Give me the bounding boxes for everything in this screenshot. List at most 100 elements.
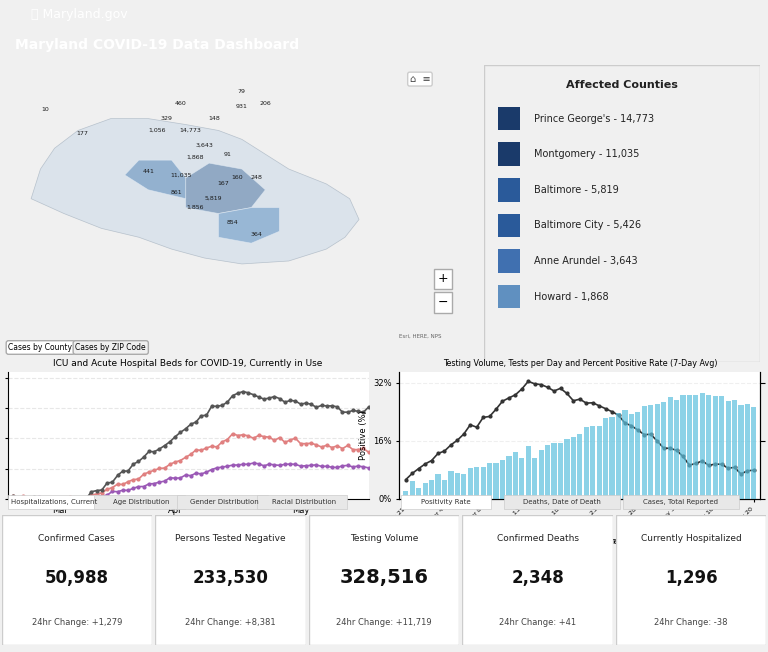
Bar	[403, 491, 409, 499]
Bar	[648, 404, 654, 499]
Text: 364: 364	[250, 232, 262, 237]
Text: 931: 931	[236, 104, 248, 110]
Text: 24hr Change: +11,719: 24hr Change: +11,719	[336, 617, 432, 627]
FancyBboxPatch shape	[309, 515, 459, 645]
Text: Positivity Rate: Positivity Rate	[422, 499, 471, 505]
Text: Confirmed Cases: Confirmed Cases	[38, 534, 115, 543]
FancyBboxPatch shape	[498, 142, 520, 166]
Text: Deaths, Date of Death: Deaths, Date of Death	[523, 499, 601, 505]
Text: Baltimore - 5,819: Baltimore - 5,819	[534, 185, 618, 195]
Y-axis label: Positive (%): Positive (%)	[359, 410, 368, 460]
Text: 206: 206	[260, 101, 271, 106]
FancyBboxPatch shape	[401, 495, 492, 509]
Text: 854: 854	[227, 220, 238, 225]
Legend: ICU Beds, Acute Beds, Total Beds: ICU Beds, Acute Beds, Total Beds	[89, 528, 287, 543]
FancyBboxPatch shape	[2, 515, 152, 645]
Text: 328,516: 328,516	[339, 568, 429, 587]
Bar	[603, 418, 608, 499]
Bar	[610, 417, 614, 499]
Text: 1,296: 1,296	[665, 569, 717, 587]
Bar	[538, 450, 544, 499]
Text: 2,348: 2,348	[511, 569, 564, 587]
Polygon shape	[218, 207, 280, 243]
Text: Anne Arundel - 3,643: Anne Arundel - 3,643	[534, 256, 637, 266]
Bar	[409, 481, 415, 499]
Text: 329: 329	[161, 116, 173, 121]
Text: 1,856: 1,856	[187, 205, 204, 210]
Bar	[494, 463, 498, 499]
Text: 5,819: 5,819	[205, 196, 223, 201]
Text: 861: 861	[170, 190, 182, 195]
Polygon shape	[124, 160, 186, 199]
Text: Esri, HERE, NPS: Esri, HERE, NPS	[399, 334, 441, 339]
Polygon shape	[186, 163, 266, 213]
Text: Montgomery - 11,035: Montgomery - 11,035	[534, 149, 639, 159]
Bar	[694, 395, 698, 499]
Text: Hospitalizations, Current: Hospitalizations, Current	[12, 499, 98, 505]
Bar	[435, 474, 441, 499]
FancyBboxPatch shape	[623, 495, 739, 509]
Text: Prince George's - 14,773: Prince George's - 14,773	[534, 113, 654, 124]
FancyBboxPatch shape	[462, 515, 613, 645]
Bar	[622, 410, 627, 499]
Text: 14,773: 14,773	[180, 128, 201, 133]
Bar	[687, 395, 692, 499]
Bar	[732, 400, 737, 499]
FancyBboxPatch shape	[94, 495, 184, 509]
Bar	[674, 400, 679, 499]
Bar	[642, 406, 647, 499]
Text: 11,035: 11,035	[170, 173, 192, 177]
Text: Cases by ZIP Code: Cases by ZIP Code	[75, 343, 146, 352]
Text: 24hr Change: +41: 24hr Change: +41	[499, 617, 576, 627]
Text: 148: 148	[208, 116, 220, 121]
Text: 50,988: 50,988	[45, 569, 109, 587]
Bar	[571, 437, 576, 499]
FancyBboxPatch shape	[616, 515, 766, 645]
Bar	[481, 467, 485, 499]
Text: 24hr Change: +8,381: 24hr Change: +8,381	[185, 617, 276, 627]
FancyBboxPatch shape	[8, 495, 98, 509]
FancyBboxPatch shape	[498, 178, 520, 201]
Text: Gender Distribution: Gender Distribution	[190, 499, 259, 505]
Bar	[578, 434, 582, 499]
Bar	[422, 483, 428, 499]
Bar	[474, 467, 479, 499]
Text: 160: 160	[231, 175, 243, 181]
FancyBboxPatch shape	[155, 515, 306, 645]
Text: Age Distribution: Age Distribution	[113, 499, 170, 505]
Bar	[500, 460, 505, 499]
Text: 233,530: 233,530	[193, 569, 268, 587]
Title: ICU and Acute Hospital Beds for COVID-19, Currently in Use: ICU and Acute Hospital Beds for COVID-19…	[54, 359, 323, 368]
Bar	[584, 427, 589, 499]
Bar	[597, 426, 602, 499]
Bar	[449, 471, 453, 499]
Text: Racial Distribution: Racial Distribution	[272, 499, 336, 505]
Text: Affected Counties: Affected Counties	[566, 80, 678, 90]
Bar	[525, 447, 531, 499]
Text: Currently Hospitalized: Currently Hospitalized	[641, 534, 742, 543]
Bar	[416, 488, 422, 499]
Bar	[442, 481, 447, 499]
Text: 460: 460	[175, 101, 187, 106]
Bar	[506, 456, 511, 499]
Bar	[654, 404, 660, 499]
Bar	[487, 464, 492, 499]
Text: 10: 10	[41, 107, 49, 112]
Bar	[661, 402, 666, 499]
FancyBboxPatch shape	[498, 213, 520, 237]
FancyBboxPatch shape	[498, 249, 520, 273]
Text: Cases by County: Cases by County	[8, 343, 72, 352]
Bar	[558, 443, 563, 499]
Bar	[738, 405, 743, 499]
Bar	[745, 404, 750, 499]
Bar	[667, 397, 673, 499]
Bar	[680, 395, 686, 499]
Bar	[713, 396, 718, 499]
Bar	[590, 426, 595, 499]
Text: Howard - 1,868: Howard - 1,868	[534, 291, 608, 302]
Text: 248: 248	[250, 175, 262, 181]
Text: 3,643: 3,643	[196, 143, 214, 148]
Bar	[706, 395, 711, 499]
Text: Confirmed Deaths: Confirmed Deaths	[497, 534, 578, 543]
Text: ⌂  ≡: ⌂ ≡	[409, 74, 430, 84]
